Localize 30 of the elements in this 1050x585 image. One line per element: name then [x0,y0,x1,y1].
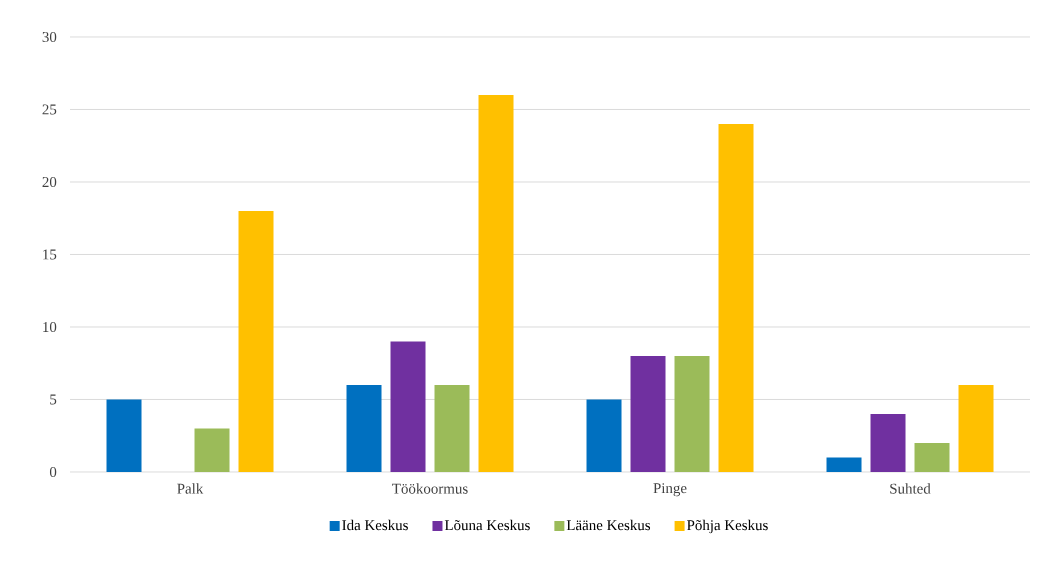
bar [106,399,142,472]
y-tick-label: 20 [42,176,57,188]
bar [674,355,710,472]
bar [478,94,514,472]
x-tick-label: Pinge [653,483,687,497]
bar [826,457,862,472]
legend-label: Lõuna Keskus [444,519,530,531]
bar [718,123,754,472]
y-tick-label: 0 [49,466,57,478]
bar [870,413,906,472]
bar [238,210,274,472]
bar [958,384,994,472]
bar [194,428,230,472]
bar [434,384,470,472]
legend-label: Ida Keskus [342,519,408,531]
bar [390,341,426,472]
x-tick-label: Palk [177,483,204,494]
legend-label: Lääne Keskus [566,519,651,531]
y-tick-label: 25 [42,104,57,115]
y-tick-label: 15 [43,249,57,260]
x-tick-label: Töökoormus [392,483,468,494]
bar [346,384,382,472]
bar [586,399,622,472]
y-tick-label: 10 [43,321,57,333]
y-tick-label: 5 [50,394,57,405]
x-tick-label: Suhted [890,483,931,494]
y-tick-label: 30 [42,31,57,43]
legend-label: Põhja Keskus [687,519,768,534]
bar [914,442,950,472]
bar [630,355,666,472]
